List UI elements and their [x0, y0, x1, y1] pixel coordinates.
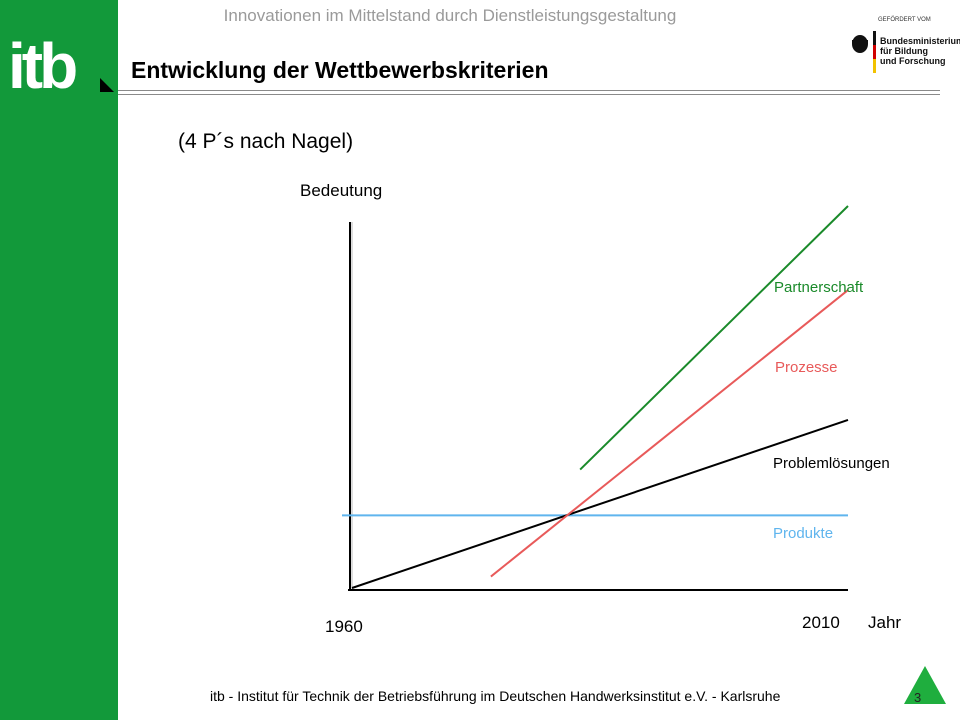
svg-text:itb: itb — [8, 32, 76, 92]
series-label-prozesse: Prozesse — [775, 359, 838, 376]
header-conference-text: Innovationen im Mittelstand durch Dienst… — [223, 6, 677, 25]
svg-text:3: 3 — [914, 690, 921, 705]
bmbf-logo: GEFÖRDERT VOM Bundesministerium für Bild… — [852, 16, 960, 73]
x-axis-label: Jahr — [868, 613, 901, 632]
svg-text:für Bildung: für Bildung — [880, 46, 928, 56]
series-line-partnerschaft — [579, 205, 849, 471]
series-label-problemloesungen: Problemlösungen — [773, 455, 890, 472]
series-line-prozesse — [490, 289, 849, 578]
page-number-badge: 3 — [904, 666, 946, 705]
footer-institute-text: itb - Institut für Technik der Betriebsf… — [210, 688, 781, 704]
series-label-partnerschaft: Partnerschaft — [774, 279, 864, 296]
svg-text:GEFÖRDERT VOM: GEFÖRDERT VOM — [878, 16, 931, 23]
x-tick-label: 2010 — [802, 613, 840, 632]
x-tick-label: 1960 — [325, 617, 363, 636]
page-title: Entwicklung der Wettbewerbskriterien — [131, 57, 549, 83]
slide-subtitle: (4 P´s nach Nagel) — [178, 130, 354, 153]
itb-logo: itb — [8, 32, 80, 92]
eagle-icon — [852, 35, 868, 53]
sidebar-band — [0, 0, 118, 720]
svg-text:Bundesministerium: Bundesministerium — [880, 36, 960, 46]
series-line-problemlsungen — [351, 418, 849, 589]
corner-marker-icon — [100, 78, 114, 92]
title-divider — [118, 90, 940, 95]
series-label-produkte: Produkte — [773, 525, 833, 542]
svg-text:und Forschung: und Forschung — [880, 56, 946, 66]
y-axis-label: Bedeutung — [300, 181, 382, 200]
